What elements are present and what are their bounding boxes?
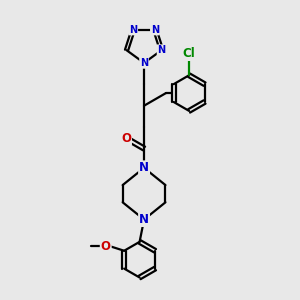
Text: N: N	[151, 25, 159, 34]
Text: N: N	[139, 213, 149, 226]
Text: O: O	[121, 132, 131, 145]
Text: N: N	[158, 45, 166, 55]
Text: N: N	[140, 58, 148, 68]
Text: N: N	[129, 25, 137, 34]
Text: N: N	[139, 161, 149, 174]
Text: Cl: Cl	[183, 47, 196, 60]
Text: O: O	[101, 240, 111, 253]
